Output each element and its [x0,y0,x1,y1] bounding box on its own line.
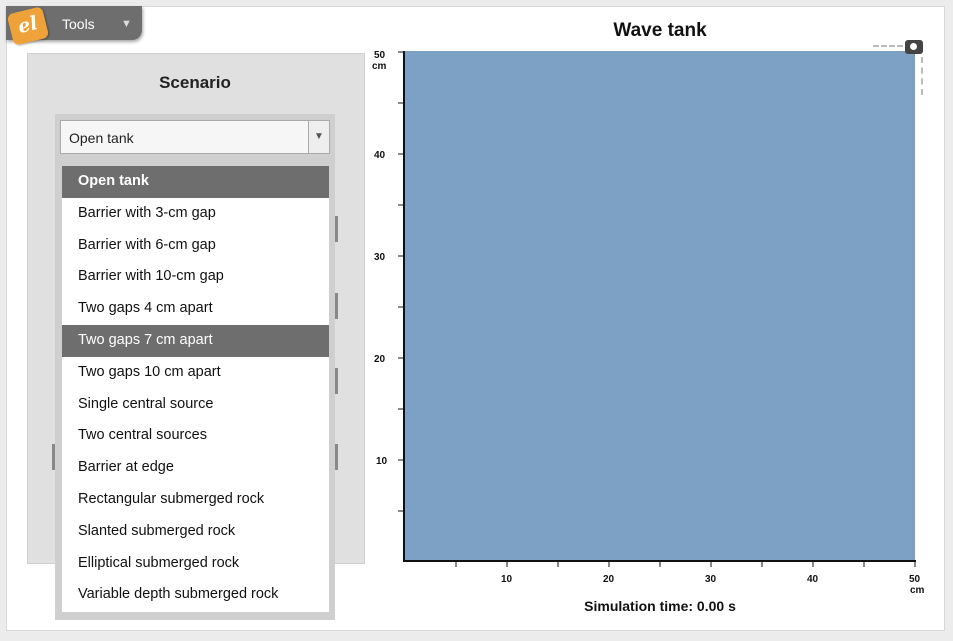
scenario-title: Scenario [159,73,231,92]
slider-track[interactable] [334,444,338,470]
wave-tank-area[interactable] [405,51,915,561]
selection-dash [873,45,903,47]
simulation-time: Simulation time: 0.00 s [584,598,736,614]
selection-dash [921,57,923,95]
dropdown-option[interactable]: Single central source [78,395,214,412]
scenario-select-value: Open tank [69,130,134,146]
y-tick-label: 40 [374,150,386,161]
scenario-dropdown-list: Open tank Barrier with 3-cm gap Barrier … [62,166,329,612]
slider-track[interactable] [334,216,338,242]
x-tick-label: 30 [705,574,717,585]
x-tick-label: 20 [603,574,615,585]
dropdown-option[interactable]: Open tank [62,166,329,198]
x-tick-label: 50 [909,574,921,585]
dropdown-option[interactable]: Barrier with 6-cm gap [78,236,216,253]
y-tick-label: 50 [374,50,386,61]
y-tick-label: 30 [374,252,386,263]
chevron-down-icon: ▼ [121,18,132,30]
x-unit-label: cm [910,585,925,596]
dropdown-option-hovered[interactable]: Two gaps 7 cm apart [62,324,329,357]
dropdown-option[interactable]: Barrier at edge [78,459,174,476]
dropdown-option[interactable]: Slanted submerged rock [78,522,236,539]
x-tick-label: 40 [807,574,819,585]
dropdown-option[interactable]: Elliptical submerged rock [78,554,240,571]
dropdown-option[interactable]: Variable depth submerged rock [78,586,279,603]
chevron-down-icon[interactable]: ▼ [308,121,329,153]
camera-icon[interactable] [905,40,923,54]
dropdown-option[interactable]: Barrier with 3-cm gap [78,204,216,221]
dropdown-option[interactable]: Two central sources [78,427,207,444]
wave-tank-title: Wave tank [613,20,707,41]
x-tick-label: 10 [501,574,513,585]
dropdown-option[interactable]: Rectangular submerged rock [78,490,265,507]
y-tick-label: 20 [374,354,386,365]
dropdown-option[interactable]: Two gaps 4 cm apart [78,300,213,317]
slider-track[interactable] [334,368,338,394]
y-tick-label: 10 [376,456,388,467]
scenario-select[interactable]: Open tank ▼ [60,120,330,154]
slider-track[interactable] [334,293,338,319]
dropdown-option[interactable]: Two gaps 10 cm apart [78,363,221,380]
tools-label: Tools [62,16,95,32]
dropdown-option[interactable]: Barrier with 10-cm gap [78,268,224,285]
y-unit-label: cm [372,61,387,72]
